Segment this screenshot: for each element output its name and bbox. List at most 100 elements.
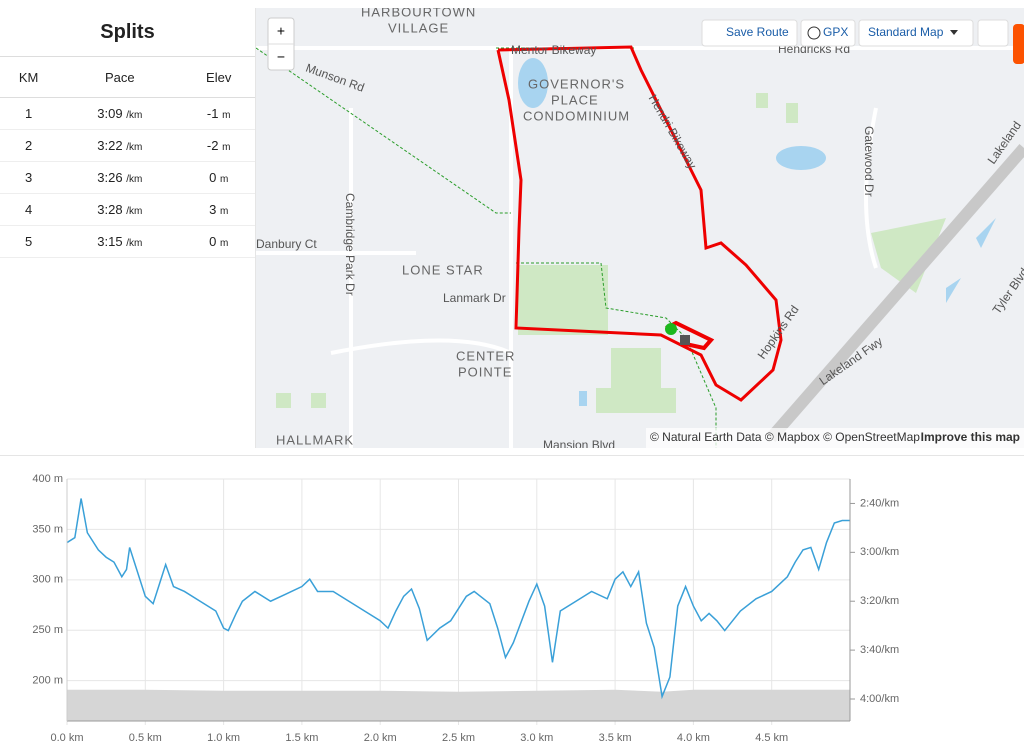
- map-label: HALLMARK: [276, 432, 354, 447]
- split-row: 3 3:26 /km 0 m: [0, 161, 255, 194]
- pace-value: 3:15: [97, 234, 123, 249]
- pace-value: 3:22: [97, 138, 123, 153]
- elev-unit: m: [222, 110, 231, 121]
- map-label: Gatewood Dr: [862, 126, 876, 197]
- pace-unit: /km: [126, 174, 143, 185]
- map-style-label: Standard Map: [868, 25, 944, 39]
- header-row: KM Pace Elev: [0, 57, 255, 98]
- pace: 3:15 /km: [57, 225, 183, 258]
- split-row: 4 3:28 /km 3 m: [0, 193, 255, 226]
- map-label: VILLAGE: [388, 20, 449, 35]
- x-tick-label: 2.0 km: [364, 732, 397, 744]
- elev: -1 m: [182, 97, 255, 130]
- zoom-out[interactable]: −: [277, 49, 285, 65]
- map-label: GOVERNOR'S: [528, 76, 625, 91]
- x-tick-label: 3.5 km: [599, 732, 632, 744]
- y-tick-label: 300 m: [32, 574, 63, 586]
- map-label: PLACE: [551, 92, 599, 107]
- save-route-button[interactable]: [701, 19, 798, 47]
- y-tick-label: 250 m: [32, 624, 63, 636]
- x-tick-label: 4.0 km: [677, 732, 710, 744]
- km: 1: [0, 97, 58, 130]
- y2-tick-label: 3:00/km: [860, 546, 899, 558]
- pace: 3:22 /km: [57, 129, 183, 162]
- header: Elev: [182, 57, 255, 98]
- split-row: 5 3:15 /km 0 m: [0, 225, 255, 258]
- elev: 3 m: [182, 193, 255, 226]
- map-label: Mansion Blvd: [543, 438, 615, 448]
- x-tick-label: 1.5 km: [285, 732, 318, 744]
- header: Pace: [57, 57, 183, 98]
- map-label: Lanmark Dr: [443, 291, 506, 305]
- pace-unit: /km: [126, 238, 143, 249]
- zoom-in[interactable]: +: [277, 23, 285, 39]
- elev-value: -2: [206, 138, 219, 153]
- x-tick-label: 0.5 km: [129, 732, 162, 744]
- map-label: Mentor Bikeway: [511, 43, 596, 57]
- pace-line: [66, 498, 850, 700]
- map-style-button[interactable]: [858, 19, 974, 47]
- elev-value: 0: [209, 234, 217, 249]
- zoom-control: + −: [267, 17, 295, 71]
- pace: 3:26 /km: [57, 161, 183, 194]
- parks: [276, 93, 946, 413]
- header: KM: [0, 57, 58, 98]
- save-route-label: Save Route: [726, 25, 789, 39]
- gpx-label: GPX: [823, 25, 848, 39]
- split-row: 1 3:09 /km -1 m: [0, 97, 255, 130]
- km: 5: [0, 225, 58, 258]
- x-tick-label: 0.0 km: [50, 732, 83, 744]
- map-label: Danbury Ct: [256, 237, 317, 251]
- route: [496, 45, 783, 402]
- x-tick-label: 2.5 km: [442, 732, 475, 744]
- pace-unit: /km: [126, 110, 143, 121]
- x-tick-label: 3.0 km: [520, 732, 553, 744]
- elev-value: 3: [209, 202, 217, 217]
- map[interactable]: HARBOURTOWN VILLAGE Munson Rd Mentor Bik…: [256, 8, 1024, 448]
- y2-tick-label: 2:40/km: [860, 497, 899, 509]
- x-tick-label: 4.5 km: [755, 732, 788, 744]
- improve-link[interactable]: Improve this map: [921, 430, 1020, 444]
- fullscreen-button[interactable]: [977, 19, 1009, 47]
- side-tab[interactable]: [1013, 24, 1024, 64]
- pace-value: 3:28: [97, 202, 123, 217]
- y-tick-label: 400 m: [32, 473, 63, 485]
- start-marker: [665, 323, 677, 335]
- elev-unit: m: [219, 174, 229, 185]
- km: 2: [0, 129, 58, 162]
- dropdown-caret: [950, 30, 958, 35]
- elevation-chart: 200 m 250 m 300 m 350 m 400 m 0.0 km 0.5 km 1.0…: [0, 455, 1024, 744]
- attribution: © Natural Earth Data © Mapbox © OpenStre…: [650, 430, 920, 444]
- splits-panel: Splits KM Pace Elev 1 3:09 /km -1 m 2 3:22 /…: [0, 8, 256, 448]
- gpx-icon: [807, 26, 821, 40]
- elev-value: 0: [209, 170, 217, 185]
- elev-unit: m: [222, 142, 231, 153]
- elev-unit: m: [219, 238, 229, 249]
- finish-marker: [680, 335, 690, 345]
- y-tick-label: 350 m: [32, 523, 63, 535]
- freeway: [766, 144, 1024, 442]
- splits-title: Splits: [0, 8, 255, 57]
- km: 4: [0, 193, 58, 226]
- elev: 0 m: [182, 225, 255, 258]
- elev-unit: m: [219, 206, 229, 217]
- x-tick-label: 1.0 km: [207, 732, 240, 744]
- y2-tick-label: 3:40/km: [860, 644, 899, 656]
- pace-value: 3:09: [97, 106, 123, 121]
- map-label: HARBOURTOWN: [361, 8, 476, 19]
- km: 3: [0, 161, 58, 194]
- map-label: LONE STAR: [402, 262, 484, 277]
- y2-tick-label: 3:20/km: [860, 595, 899, 607]
- pace-unit: /km: [126, 206, 143, 217]
- gpx-button[interactable]: [800, 19, 856, 47]
- map-label: CONDOMINIUM: [523, 108, 630, 123]
- pace-unit: /km: [126, 142, 143, 153]
- pace-value: 3:26: [97, 170, 123, 185]
- map-label: CENTER: [456, 348, 515, 363]
- map-label: POINTE: [458, 364, 512, 379]
- elevation-area: [67, 689, 850, 721]
- water: [518, 58, 996, 406]
